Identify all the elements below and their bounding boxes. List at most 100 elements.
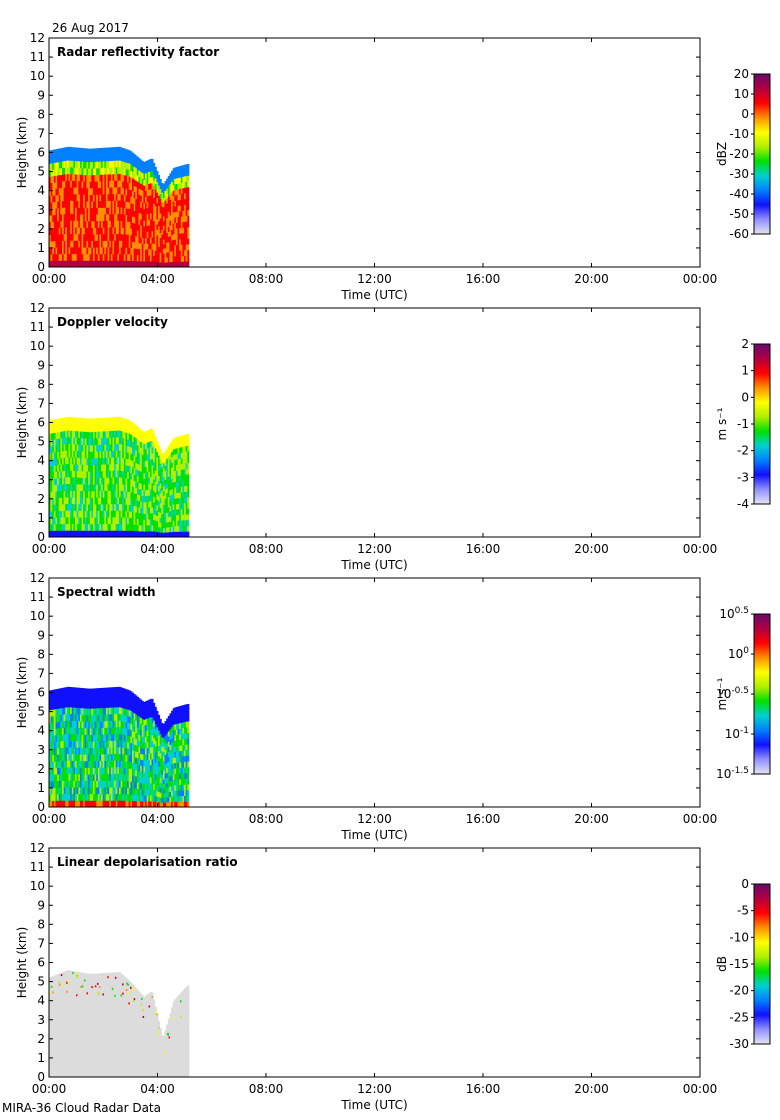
heatmap-cell (71, 173, 74, 181)
heatmap-cell (52, 478, 55, 486)
heatmap-cell (185, 227, 188, 234)
heatmap-cell (122, 510, 125, 518)
heatmap-cell (63, 213, 66, 221)
heatmap-cell (109, 713, 112, 722)
heatmap-cell (114, 490, 117, 498)
heatmap-cell (94, 523, 97, 531)
heatmap-cell (118, 740, 122, 748)
heatmap-cell (78, 694, 81, 702)
heatmap-cell (79, 214, 82, 222)
heatmap-cell (180, 531, 183, 538)
heatmap-cell (101, 477, 104, 485)
heatmap-cell (88, 227, 91, 235)
heatmap-cell (132, 467, 135, 474)
heatmap-cell (97, 154, 100, 162)
heatmap-cell (55, 787, 58, 795)
heatmap-cell (101, 517, 104, 525)
heatmap-cell (138, 182, 141, 189)
heatmap-cell (133, 172, 136, 180)
heatmap-cell (140, 795, 143, 802)
heatmap-cell (146, 201, 149, 209)
heatmap-cell (78, 154, 81, 162)
heatmap-cell (109, 760, 112, 768)
heatmap-cell (94, 747, 97, 755)
heatmap-cell (96, 457, 99, 465)
heatmap-cell (86, 155, 89, 163)
heatmap-cell (138, 488, 141, 496)
heatmap-cell (78, 754, 81, 762)
heatmap-cell (83, 530, 86, 538)
heatmap-cell (57, 207, 60, 215)
heatmap-cell (104, 187, 107, 195)
heatmap-cell (130, 453, 133, 461)
heatmap-cell (140, 519, 143, 526)
heatmap-cell (92, 161, 95, 169)
heatmap-cell (109, 187, 112, 195)
heatmap-cell (84, 181, 87, 189)
heatmap-cell (171, 440, 174, 447)
heatmap-cell (49, 1038, 52, 1045)
heatmap-cell (112, 707, 115, 715)
heatmap-cell (104, 417, 107, 425)
heatmap-cell (158, 771, 161, 777)
heatmap-cell (78, 787, 81, 795)
heatmap-cell (166, 748, 169, 754)
heatmap-cell (156, 170, 159, 177)
heatmap-cell (68, 490, 71, 498)
heatmap-cell (153, 209, 156, 216)
heatmap-cell (120, 694, 123, 702)
heatmap-cell (50, 189, 53, 196)
heatmap-cell (117, 523, 120, 531)
heatmap-cell (55, 980, 58, 987)
heatmap-cell (130, 742, 133, 750)
heatmap-cell (81, 721, 84, 729)
heatmap-cell (50, 729, 53, 736)
heatmap-cell (148, 801, 151, 808)
heatmap-cell (140, 747, 143, 754)
heatmap-cell (156, 526, 159, 533)
heatmap-cell (68, 443, 71, 451)
heatmap-cell (171, 478, 174, 484)
heatmap-cell (117, 253, 120, 261)
heatmap-cell (55, 491, 58, 499)
heatmap-cell (88, 471, 91, 479)
heatmap-cell (75, 714, 78, 722)
heatmap-cell (60, 451, 63, 459)
heatmap-cell (140, 237, 143, 244)
heatmap-cell (128, 247, 131, 255)
heatmap-cell (122, 418, 125, 426)
heatmap-cell (118, 450, 122, 458)
heatmap-cell (58, 207, 61, 215)
heatmap-cell (166, 787, 169, 793)
heatmap-cell (172, 741, 175, 748)
heatmap-cell (52, 530, 55, 538)
heatmap-cell (89, 523, 92, 531)
heatmap-cell (184, 750, 187, 757)
heatmap-cell (182, 778, 185, 785)
heatmap-cell (109, 430, 112, 438)
heatmap-cell (96, 774, 99, 781)
heatmap-cell (76, 247, 79, 255)
heatmap-cell (86, 688, 89, 696)
heatmap-cell (164, 455, 167, 462)
heatmap-cell (174, 801, 177, 808)
heatmap-cell (164, 238, 167, 244)
heatmap-cell (184, 232, 187, 239)
heatmap-cell (88, 490, 91, 498)
heatmap-cell (83, 497, 86, 505)
heatmap-cell (172, 190, 175, 197)
heatmap-cell (104, 740, 107, 748)
heatmap-cell (53, 478, 56, 486)
heatmap-cell (146, 700, 149, 707)
heatmap-cell (135, 450, 138, 457)
heatmap-cell (50, 768, 53, 775)
heatmap-cell (146, 771, 149, 778)
heatmap-cell (117, 423, 120, 431)
heatmap-cell (151, 440, 154, 448)
heatmap-cell (107, 470, 110, 478)
heatmap-cell (171, 774, 174, 781)
heatmap-cell (76, 444, 79, 452)
heatmap-cell (101, 424, 104, 432)
heatmap-cell (141, 495, 144, 503)
heatmap-cell (148, 207, 151, 214)
